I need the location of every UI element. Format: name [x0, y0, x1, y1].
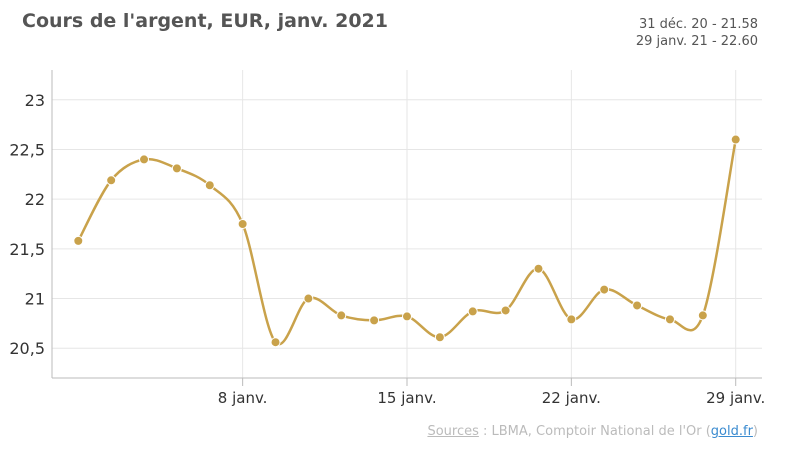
data-point[interactable]	[467, 306, 478, 317]
sources-note: Sources : LBMA, Comptoir National de l'O…	[427, 424, 758, 439]
grid-lines	[52, 70, 762, 378]
sources-text: : LBMA, Comptoir National de l'Or (	[478, 424, 711, 439]
chart-title: Cours de l'argent, EUR, janv. 2021	[22, 10, 389, 32]
start-price-line: 31 déc. 20 - 21.58	[638, 17, 758, 32]
y-tick-label: 21,5	[9, 240, 45, 259]
data-point[interactable]	[434, 332, 445, 343]
data-point[interactable]	[369, 315, 380, 326]
sources-link[interactable]: Sources	[427, 424, 479, 439]
data-point[interactable]	[533, 263, 544, 274]
x-tick-label: 29 janv.	[706, 389, 765, 407]
y-tick-label: 22,5	[9, 140, 45, 159]
data-point[interactable]	[204, 180, 215, 191]
data-point[interactable]	[697, 310, 708, 321]
y-axis-labels: 20,5 21 21,5 22 22,5 23	[9, 91, 45, 358]
data-point[interactable]	[73, 235, 84, 246]
data-point[interactable]	[336, 310, 347, 321]
axes	[51, 70, 762, 386]
gold-fr-link[interactable]: gold.fr	[710, 424, 753, 439]
data-point[interactable]	[402, 311, 412, 322]
data-point[interactable]	[237, 219, 248, 229]
y-tick-label: 21	[25, 290, 45, 309]
data-point[interactable]	[599, 284, 610, 295]
price-info: 31 déc. 20 - 21.58 29 janv. 21 - 22.60	[636, 16, 758, 50]
sources-end: )	[752, 424, 758, 439]
y-tick-label: 20,5	[9, 339, 45, 358]
y-tick-label: 22	[25, 190, 45, 209]
x-axis-labels: 8 janv. 15 janv. 22 janv. 29 janv.	[218, 389, 765, 407]
x-tick-label: 15 janv.	[377, 389, 436, 407]
end-price-line: 29 janv. 21 - 22.60	[635, 34, 758, 49]
data-point[interactable]	[500, 305, 511, 316]
data-point[interactable]	[171, 163, 182, 174]
data-point[interactable]	[139, 154, 150, 165]
data-point[interactable]	[106, 175, 117, 186]
data-point[interactable]	[270, 337, 281, 348]
y-tick-label: 23	[25, 91, 45, 110]
data-point[interactable]	[303, 293, 314, 304]
x-tick-label: 22 janv.	[542, 389, 601, 407]
data-points[interactable]	[73, 134, 741, 348]
data-point[interactable]	[664, 314, 675, 325]
data-point[interactable]	[566, 314, 577, 325]
data-point[interactable]	[632, 300, 643, 311]
data-point[interactable]	[730, 134, 741, 145]
x-tick-label: 8 janv.	[218, 389, 268, 407]
